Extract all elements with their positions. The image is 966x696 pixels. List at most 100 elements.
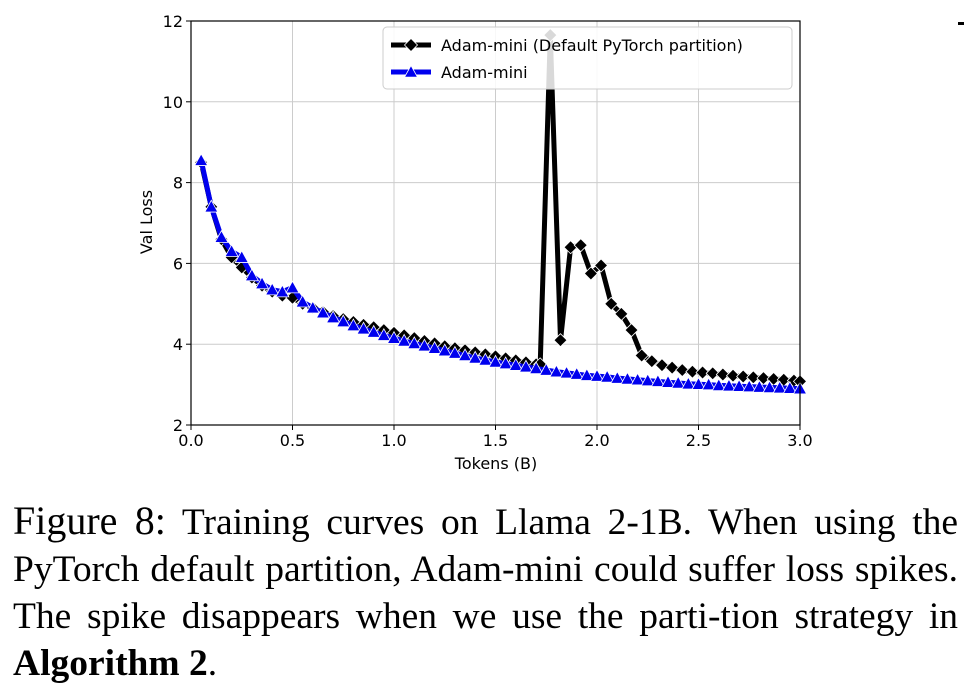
data-point [640, 373, 655, 387]
data-point [772, 380, 787, 394]
legend-marker [403, 64, 419, 78]
data-point [468, 350, 483, 364]
legend-marker [403, 37, 419, 53]
data-point [681, 376, 696, 390]
data-point [654, 358, 670, 373]
y-tick-label: 10 [163, 93, 183, 112]
x-tick-label: 2.5 [686, 431, 711, 450]
data-point [315, 305, 331, 319]
data-point [193, 153, 209, 166]
data-point [528, 361, 544, 375]
x-axis-label: Tokens (B) [454, 454, 537, 473]
x-tick-label: 1.0 [381, 431, 406, 450]
data-point [762, 380, 777, 394]
val-loss-chart: 0.0 0.5 1.0 1.5 2.0 2.5 3.0 2 4 6 8 10 12 Tokens (B)… [137, 12, 813, 473]
data-point [447, 345, 463, 359]
data-point [671, 375, 686, 389]
data-point [356, 321, 371, 335]
data-point [701, 377, 716, 391]
data-point [569, 366, 584, 380]
caption-text: Training curves on Llama 2-1B. When usin… [13, 502, 959, 637]
axis-ticks: 0.0 0.5 1.0 1.5 2.0 2.5 3.0 2 4 6 8 10 12 [163, 12, 813, 450]
data-point [721, 378, 737, 392]
legend-box [382, 26, 793, 90]
data-point [650, 374, 666, 387]
data-point [624, 322, 639, 338]
data-point [305, 300, 320, 314]
series-layer [193, 28, 808, 395]
data-point [214, 229, 229, 243]
data-point [752, 379, 767, 393]
data-point [275, 284, 290, 298]
data-point [376, 327, 392, 341]
data-point [705, 366, 720, 381]
caption-end: . [207, 643, 218, 684]
figure-caption: Figure 8: Training curves on Llama 2-1B.… [13, 497, 958, 687]
data-point [265, 282, 280, 296]
data-point [665, 360, 680, 375]
data-point [417, 338, 432, 352]
data-point [396, 333, 412, 347]
data-point [437, 343, 452, 357]
y-tick-label: 2 [173, 416, 183, 435]
data-point [731, 378, 747, 392]
data-point [742, 379, 757, 393]
data-point [675, 362, 690, 378]
data-point [224, 243, 239, 257]
data-point [725, 368, 741, 383]
data-point [614, 306, 629, 321]
corner-mark [958, 22, 964, 25]
data-point [559, 365, 574, 379]
x-tick-label: 3.0 [787, 431, 812, 450]
y-tick-label: 12 [163, 12, 183, 31]
caption-algorithm-ref: Algorithm 2 [13, 643, 208, 684]
data-point [366, 324, 381, 338]
data-point [711, 378, 726, 392]
legend-entry: Adam-mini [441, 63, 528, 82]
data-point [254, 276, 270, 290]
series-adam-mini [193, 153, 808, 395]
y-tick-label: 4 [173, 335, 183, 354]
legend-entry: Adam-mini (Default PyTorch partition) [441, 36, 743, 55]
data-point [498, 356, 513, 370]
data-point [336, 314, 351, 328]
data-point [746, 370, 761, 385]
data-point [715, 367, 730, 382]
data-point [630, 372, 645, 386]
data-point [427, 340, 442, 354]
data-point [244, 268, 260, 282]
data-point [295, 294, 310, 308]
data-point [685, 364, 700, 379]
data-point [407, 336, 422, 349]
x-tick-label: 0.5 [280, 431, 305, 450]
data-point [573, 238, 588, 253]
data-point [285, 280, 300, 294]
data-point [457, 348, 473, 362]
y-tick-label: 8 [173, 174, 183, 193]
data-point [593, 258, 609, 273]
data-point [599, 369, 615, 383]
legend: Adam-mini (Default PyTorch partition) Ada… [382, 26, 793, 90]
data-point [579, 367, 595, 381]
data-point [660, 374, 676, 388]
data-point [695, 365, 710, 380]
data-point [691, 376, 706, 390]
data-point [488, 354, 503, 368]
x-tick-label: 1.5 [483, 431, 508, 450]
data-point [782, 380, 798, 394]
data-point [553, 333, 568, 348]
data-point [478, 352, 493, 366]
data-point [610, 370, 625, 384]
data-point [539, 362, 554, 376]
data-point [204, 199, 219, 213]
data-point [386, 330, 402, 344]
data-point [234, 250, 249, 263]
y-axis-label: Val Loss [137, 190, 156, 254]
x-tick-label: 0.0 [178, 431, 203, 450]
data-point [620, 371, 635, 385]
data-point [634, 348, 649, 363]
data-point [583, 266, 598, 281]
data-point [736, 369, 751, 384]
data-point [604, 296, 619, 311]
data-point [508, 357, 523, 371]
